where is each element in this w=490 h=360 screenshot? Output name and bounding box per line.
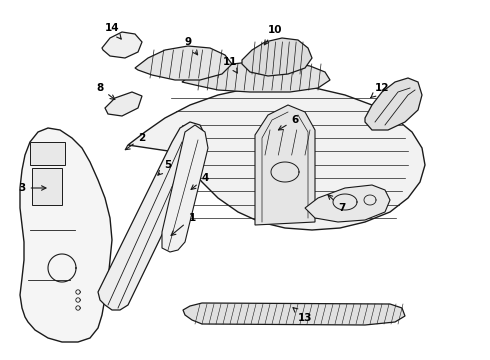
Polygon shape [242, 38, 312, 76]
Polygon shape [255, 105, 315, 225]
Text: 1: 1 [171, 213, 196, 235]
Polygon shape [162, 125, 208, 252]
Text: 6: 6 [278, 115, 298, 130]
Text: 11: 11 [223, 57, 237, 73]
Polygon shape [30, 142, 65, 165]
Polygon shape [135, 46, 232, 80]
Text: 9: 9 [184, 37, 197, 55]
Text: 7: 7 [328, 195, 345, 213]
Polygon shape [365, 78, 422, 130]
Polygon shape [182, 62, 330, 92]
Text: 4: 4 [191, 173, 209, 189]
Text: 5: 5 [158, 160, 172, 175]
Text: 10: 10 [264, 25, 282, 45]
Text: 14: 14 [105, 23, 121, 39]
Polygon shape [128, 85, 425, 230]
Polygon shape [20, 128, 112, 342]
Polygon shape [32, 168, 62, 205]
Polygon shape [105, 92, 142, 116]
Polygon shape [183, 303, 405, 325]
Polygon shape [305, 185, 390, 222]
Text: 12: 12 [370, 83, 389, 98]
Polygon shape [102, 32, 142, 58]
Text: 3: 3 [19, 183, 46, 193]
Text: 8: 8 [97, 83, 115, 99]
Text: 13: 13 [293, 308, 312, 323]
Polygon shape [98, 122, 205, 310]
Text: 2: 2 [125, 133, 146, 150]
